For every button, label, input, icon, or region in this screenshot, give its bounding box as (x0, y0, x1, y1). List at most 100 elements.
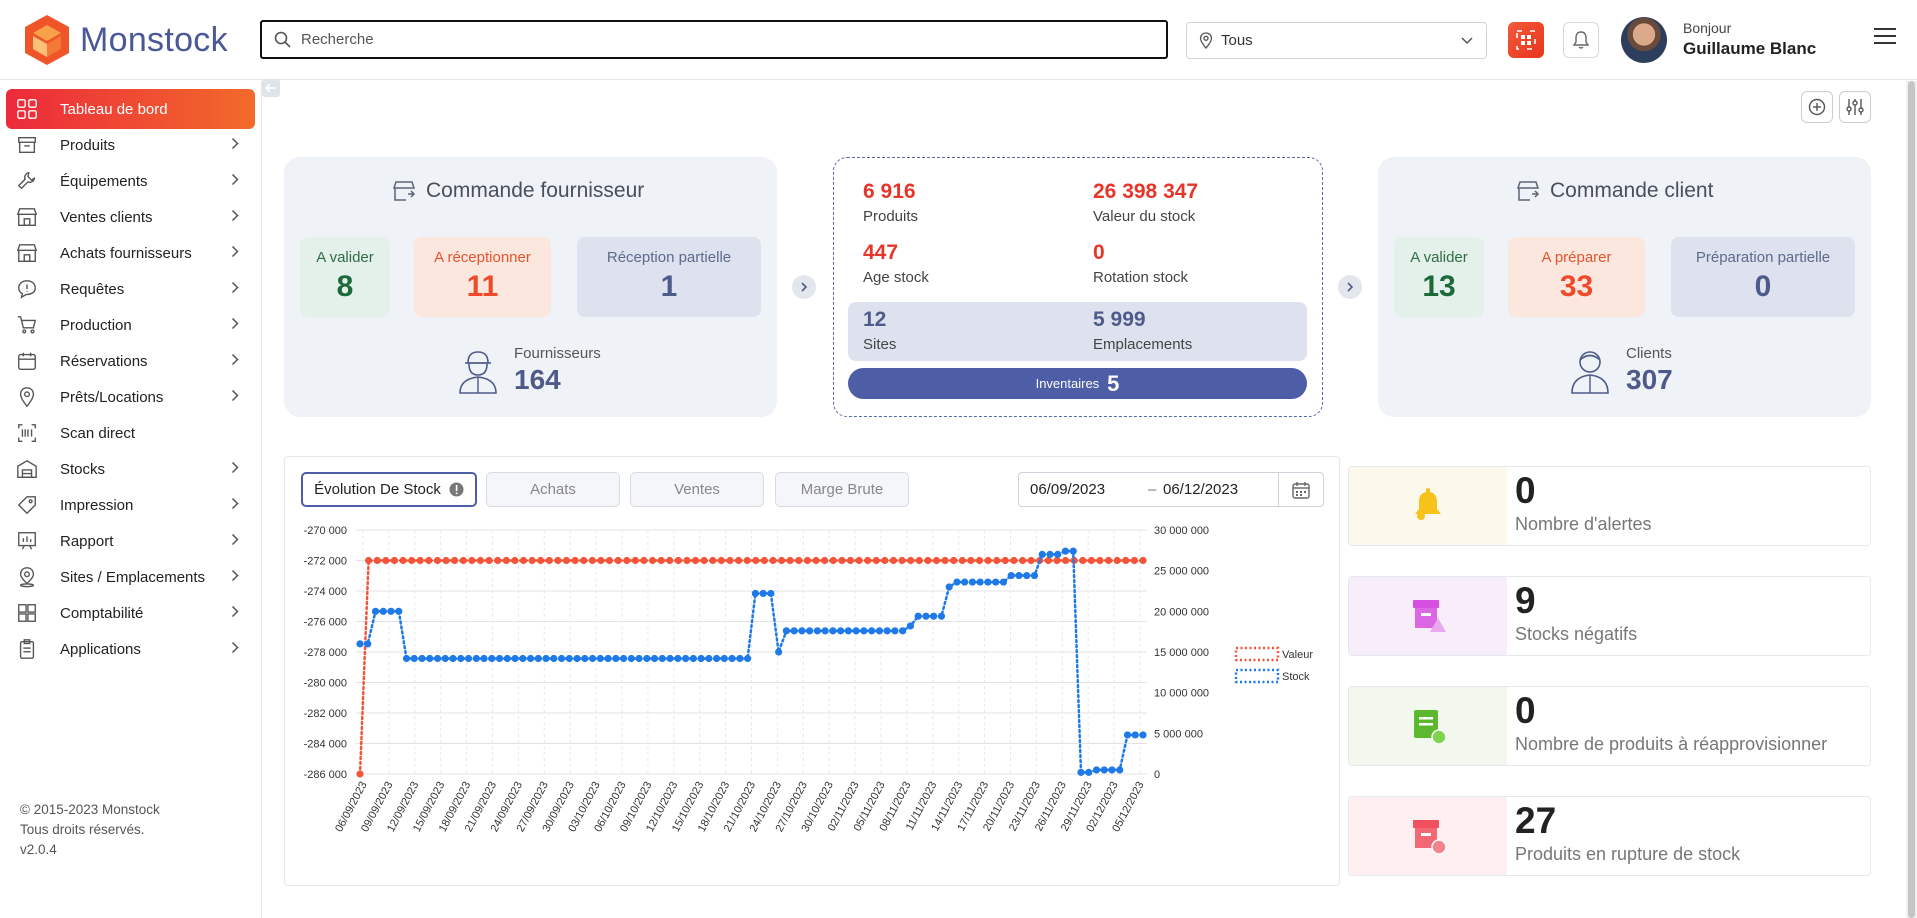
data-point-stock[interactable] (619, 654, 628, 663)
qr-scan-button[interactable] (1508, 22, 1544, 58)
data-point-valeur[interactable] (1018, 556, 1027, 565)
data-point-valeur[interactable] (580, 556, 588, 565)
data-point-valeur[interactable] (881, 556, 889, 565)
date-range-picker[interactable]: 06/09/2023 – 06/12/2023 (1018, 472, 1324, 507)
data-point-stock[interactable] (914, 612, 922, 620)
data-point-stock[interactable] (402, 654, 411, 663)
data-point-valeur[interactable] (1027, 556, 1035, 565)
data-point-stock[interactable] (1139, 731, 1147, 739)
sidebar-item-comptabilite[interactable]: Comptabilité (6, 593, 255, 633)
data-point-valeur[interactable] (958, 556, 966, 565)
data-point-valeur[interactable] (554, 556, 562, 565)
data-point-valeur[interactable] (950, 556, 958, 565)
collapse-sidebar-button[interactable] (262, 79, 280, 97)
data-point-valeur[interactable] (476, 556, 485, 565)
data-point-stock[interactable] (379, 607, 387, 615)
data-point-valeur[interactable] (666, 556, 674, 565)
data-point-stock[interactable] (433, 654, 442, 663)
data-point-valeur[interactable] (683, 556, 691, 565)
data-point-valeur[interactable] (605, 556, 614, 565)
data-point-valeur[interactable] (640, 556, 648, 565)
data-point-valeur[interactable] (623, 556, 631, 565)
data-point-valeur[interactable] (399, 556, 407, 565)
user-avatar[interactable] (1621, 17, 1667, 63)
data-point-stock[interactable] (883, 627, 891, 635)
data-point-stock[interactable] (588, 654, 597, 663)
data-point-valeur[interactable] (562, 556, 571, 565)
data-point-valeur[interactable] (778, 556, 786, 565)
data-point-valeur[interactable] (993, 556, 1001, 565)
clients-count[interactable]: Clients 307 (1568, 345, 1673, 396)
sidebar-item-scan-direct[interactable]: Scan direct (6, 413, 255, 453)
data-point-valeur[interactable] (1113, 556, 1121, 565)
data-point-valeur[interactable] (760, 556, 769, 565)
data-point-valeur[interactable] (726, 556, 734, 565)
data-point-valeur[interactable] (821, 556, 829, 565)
data-point-stock[interactable] (1108, 766, 1116, 774)
data-point-stock[interactable] (705, 654, 713, 663)
suppliers-count[interactable]: Fournisseurs 164 (456, 345, 601, 396)
data-point-stock[interactable] (821, 627, 829, 635)
data-point-stock[interactable] (720, 654, 728, 663)
data-point-stock[interactable] (511, 654, 519, 663)
data-point-valeur[interactable] (941, 556, 949, 565)
data-point-stock[interactable] (1054, 550, 1062, 558)
data-point-stock[interactable] (697, 654, 705, 663)
sidebar-item-applications[interactable]: Applications (6, 629, 255, 669)
sidebar-item-prets-locations[interactable]: Prêts/Locations (6, 377, 255, 417)
data-point-valeur[interactable] (967, 556, 975, 565)
data-point-stock[interactable] (1085, 768, 1093, 776)
data-point-stock[interactable] (1023, 571, 1031, 580)
sidebar-item-produits[interactable]: Produits (6, 125, 255, 165)
data-point-stock[interactable] (635, 654, 643, 663)
data-point-stock[interactable] (573, 654, 581, 663)
sidebar-item-requetes[interactable]: Requêtes (6, 269, 255, 309)
data-point-valeur[interactable] (365, 556, 373, 565)
data-point-stock[interactable] (953, 578, 961, 586)
supplier-tile-partial-reception[interactable]: Réception partielle 1 (577, 237, 761, 317)
data-point-valeur[interactable] (700, 556, 708, 565)
data-point-stock[interactable] (472, 654, 480, 663)
user-greeting[interactable]: Bonjour Guillaume Blanc (1683, 20, 1816, 59)
data-point-stock[interactable] (666, 654, 674, 663)
data-point-stock[interactable] (519, 654, 527, 663)
data-point-valeur[interactable] (537, 556, 545, 565)
data-point-stock[interactable] (837, 627, 845, 635)
data-point-valeur[interactable] (915, 556, 923, 565)
data-point-stock[interactable] (999, 578, 1008, 586)
data-point-stock[interactable] (371, 607, 380, 615)
data-point-valeur[interactable] (597, 556, 605, 565)
data-point-valeur[interactable] (408, 556, 416, 565)
kpi-card[interactable]: 0 Nombre de produits à réapprovisionner (1348, 686, 1871, 766)
data-point-stock[interactable] (495, 654, 504, 663)
data-point-valeur[interactable] (752, 556, 760, 565)
data-point-stock[interactable] (937, 612, 946, 620)
data-point-stock[interactable] (891, 627, 899, 635)
data-point-valeur[interactable] (545, 556, 553, 565)
data-point-valeur[interactable] (864, 556, 872, 565)
data-point-stock[interactable] (875, 627, 884, 635)
data-point-stock[interactable] (728, 654, 736, 663)
data-point-stock[interactable] (650, 654, 659, 663)
data-point-stock[interactable] (457, 654, 465, 663)
data-point-stock[interactable] (1100, 766, 1108, 774)
tab-stock-evolution[interactable]: Évolution De Stock (301, 472, 477, 507)
data-point-valeur[interactable] (984, 556, 992, 565)
data-point-valeur[interactable] (829, 556, 837, 565)
data-point-valeur[interactable] (674, 556, 682, 565)
data-point-stock[interactable] (503, 654, 511, 663)
data-point-stock[interactable] (658, 654, 666, 663)
data-point-valeur[interactable] (1087, 556, 1095, 565)
data-point-valeur[interactable] (889, 556, 898, 565)
data-point-stock[interactable] (1061, 547, 1070, 555)
data-point-stock[interactable] (364, 640, 372, 648)
data-point-stock[interactable] (868, 627, 876, 635)
data-point-valeur[interactable] (459, 556, 467, 565)
data-point-stock[interactable] (744, 654, 752, 663)
data-point-valeur[interactable] (571, 556, 579, 565)
data-point-valeur[interactable] (812, 556, 820, 565)
data-point-stock[interactable] (1069, 547, 1077, 555)
data-point-stock[interactable] (488, 654, 496, 663)
client-tile-to-prepare[interactable]: A préparer 33 (1508, 237, 1645, 317)
data-point-valeur[interactable] (795, 556, 803, 565)
